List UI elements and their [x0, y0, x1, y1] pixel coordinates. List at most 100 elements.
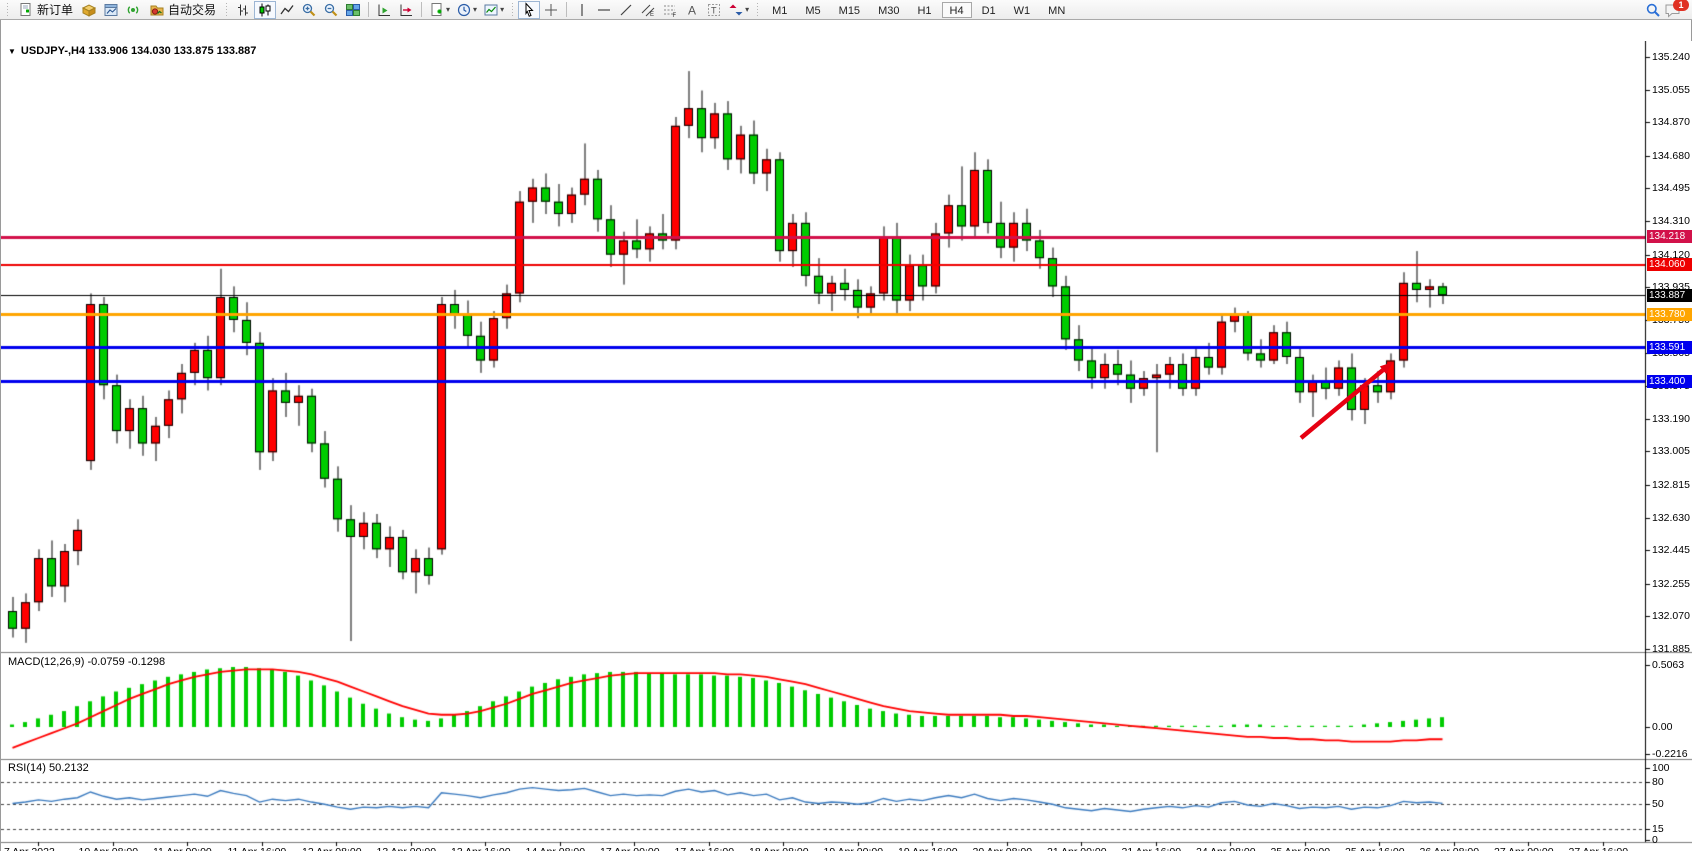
- chart-shift-icon: [398, 2, 414, 18]
- timeframe-button-m5[interactable]: M5: [797, 2, 828, 18]
- crosshair-icon: [543, 2, 559, 18]
- new-template-button[interactable]: ▾: [426, 1, 453, 19]
- horizontal-line-icon: [596, 2, 612, 18]
- arrows-button[interactable]: ▾: [725, 1, 752, 19]
- date-label: 26 Apr 08:00: [1420, 846, 1480, 851]
- chart-shift-button[interactable]: [395, 1, 417, 19]
- timeframe-button-h1[interactable]: H1: [909, 2, 939, 18]
- bar-chart-icon: [235, 2, 251, 18]
- rsi-tick-label: 50: [1652, 797, 1664, 810]
- chart-title-dropdown-icon[interactable]: ▼: [8, 47, 16, 56]
- svg-text:A: A: [688, 3, 696, 17]
- auto-trading-button[interactable]: 自动交易: [144, 1, 221, 19]
- price-tick-label: 134.495: [1652, 182, 1690, 195]
- auto-trading-label: 自动交易: [168, 3, 217, 17]
- equidistant-channel-button[interactable]: E: [637, 1, 659, 19]
- price-tick-label: 134.680: [1652, 149, 1690, 162]
- line-chart-mode-button[interactable]: [276, 1, 298, 19]
- macd-tick-label: 0.5063: [1652, 659, 1685, 672]
- date-label: 21 Apr 16:00: [1122, 846, 1182, 851]
- price-tick-label: 132.255: [1652, 577, 1690, 590]
- crosshair-button[interactable]: [540, 1, 562, 19]
- cursor-button[interactable]: [518, 0, 541, 19]
- timeframe-button-h4[interactable]: H4: [941, 1, 972, 18]
- candlestick-mode-button[interactable]: [254, 0, 277, 19]
- price-tick-label: 132.630: [1652, 511, 1690, 524]
- price-tick-label: 135.055: [1652, 83, 1690, 96]
- date-label: 19 Apr 16:00: [898, 846, 958, 851]
- rsi-pane[interactable]: [1, 760, 1645, 842]
- timeframe-button-w1[interactable]: W1: [1006, 2, 1039, 18]
- zoom-in-button[interactable]: [298, 1, 320, 19]
- current-price-badge: 133.887: [1647, 288, 1692, 302]
- new-order-icon: [18, 2, 34, 18]
- horizontal-line-button[interactable]: [593, 1, 615, 19]
- price-tick-label: 132.070: [1652, 610, 1690, 623]
- chart-title-text: USDJPY-,H4 133.906 134.030 133.875 133.8…: [20, 45, 257, 57]
- gold-box-button[interactable]: [78, 1, 100, 19]
- date-label: 7 Apr 2023: [4, 846, 55, 851]
- bar-chart-mode-button[interactable]: [232, 1, 254, 19]
- price-level-badge[interactable]: 133.780: [1647, 307, 1692, 321]
- timeframe-button-m30[interactable]: M30: [870, 2, 907, 18]
- main-toolbar: 新订单 自动交易: [0, 0, 1692, 20]
- date-label: 25 Apr 00:00: [1271, 846, 1331, 851]
- text-button[interactable]: A: [681, 1, 703, 19]
- chart-plot-area[interactable]: [1, 41, 1645, 652]
- price-tick-label: 134.310: [1652, 215, 1690, 228]
- timeframe-button-m1[interactable]: M1: [764, 2, 795, 18]
- toolbar-grip: [5, 2, 10, 17]
- chevron-down-icon: ▾: [500, 5, 505, 14]
- line-chart-icon: [279, 2, 295, 18]
- macd-label: MACD(12,26,9) -0.0759 -0.1298: [8, 656, 166, 668]
- text-label-button[interactable]: T: [703, 1, 725, 19]
- price-tick-label: 134.120: [1652, 248, 1690, 261]
- date-label: 27 Apr 16:00: [1569, 846, 1629, 851]
- price-level-badge[interactable]: 133.400: [1647, 374, 1692, 388]
- zoom-in-icon: [301, 2, 317, 18]
- date-label: 11 Apr 16:00: [228, 846, 287, 851]
- svg-text:F: F: [673, 13, 677, 18]
- template-icon: [429, 2, 445, 18]
- chart-title: ▼ USDJPY-,H4 133.906 134.030 133.875 133.…: [8, 45, 256, 57]
- signal-button[interactable]: [122, 1, 144, 19]
- price-chart-canvas: [1, 41, 1692, 851]
- red-arrow-annotation[interactable]: [1291, 350, 1406, 450]
- zoom-out-button[interactable]: [320, 1, 342, 19]
- svg-text:T: T: [711, 5, 717, 15]
- search-button[interactable]: [1642, 1, 1664, 19]
- chat-button[interactable]: 1: [1664, 0, 1689, 18]
- rsi-label: RSI(14) 50.2132: [8, 762, 89, 774]
- date-label: 24 Apr 08:00: [1196, 846, 1256, 851]
- tile-windows-button[interactable]: [342, 1, 364, 19]
- periods-button[interactable]: ▾: [453, 1, 480, 19]
- date-label: 19 Apr 00:00: [824, 846, 884, 851]
- tile-windows-icon: [345, 2, 361, 18]
- rsi-tick-label: 80: [1652, 775, 1664, 788]
- signal-icon: [125, 2, 141, 18]
- timeframe-button-m15[interactable]: M15: [831, 2, 868, 18]
- new-order-button[interactable]: 新订单: [13, 1, 78, 19]
- date-label: 10 Apr 08:00: [79, 846, 139, 851]
- timeframe-button-d1[interactable]: D1: [974, 2, 1004, 18]
- price-level-badge[interactable]: 134.218: [1647, 230, 1692, 244]
- date-label: 12 Apr 08:00: [302, 846, 362, 851]
- auto-trading-icon: [149, 2, 165, 18]
- date-label: 13 Apr 16:00: [451, 846, 511, 851]
- date-label: 14 Apr 08:00: [526, 846, 586, 851]
- trendline-button[interactable]: [615, 1, 637, 19]
- notification-badge: 1: [1673, 0, 1689, 11]
- text-icon: A: [684, 2, 700, 18]
- macd-pane[interactable]: [1, 653, 1645, 759]
- chart-window-button[interactable]: [100, 1, 122, 19]
- price-level-badge[interactable]: 133.591: [1647, 340, 1692, 354]
- gold-box-icon: [81, 2, 97, 18]
- date-label: 17 Apr 16:00: [675, 846, 735, 851]
- vertical-line-button[interactable]: [571, 1, 593, 19]
- rsi-tick-label: 100: [1652, 761, 1670, 774]
- price-level-badge[interactable]: 134.060: [1647, 258, 1692, 272]
- fibonacci-button[interactable]: F: [659, 1, 681, 19]
- timeframe-button-mn[interactable]: MN: [1040, 2, 1073, 18]
- indicators-button[interactable]: ▾: [480, 1, 507, 19]
- auto-scroll-button[interactable]: [373, 1, 395, 19]
